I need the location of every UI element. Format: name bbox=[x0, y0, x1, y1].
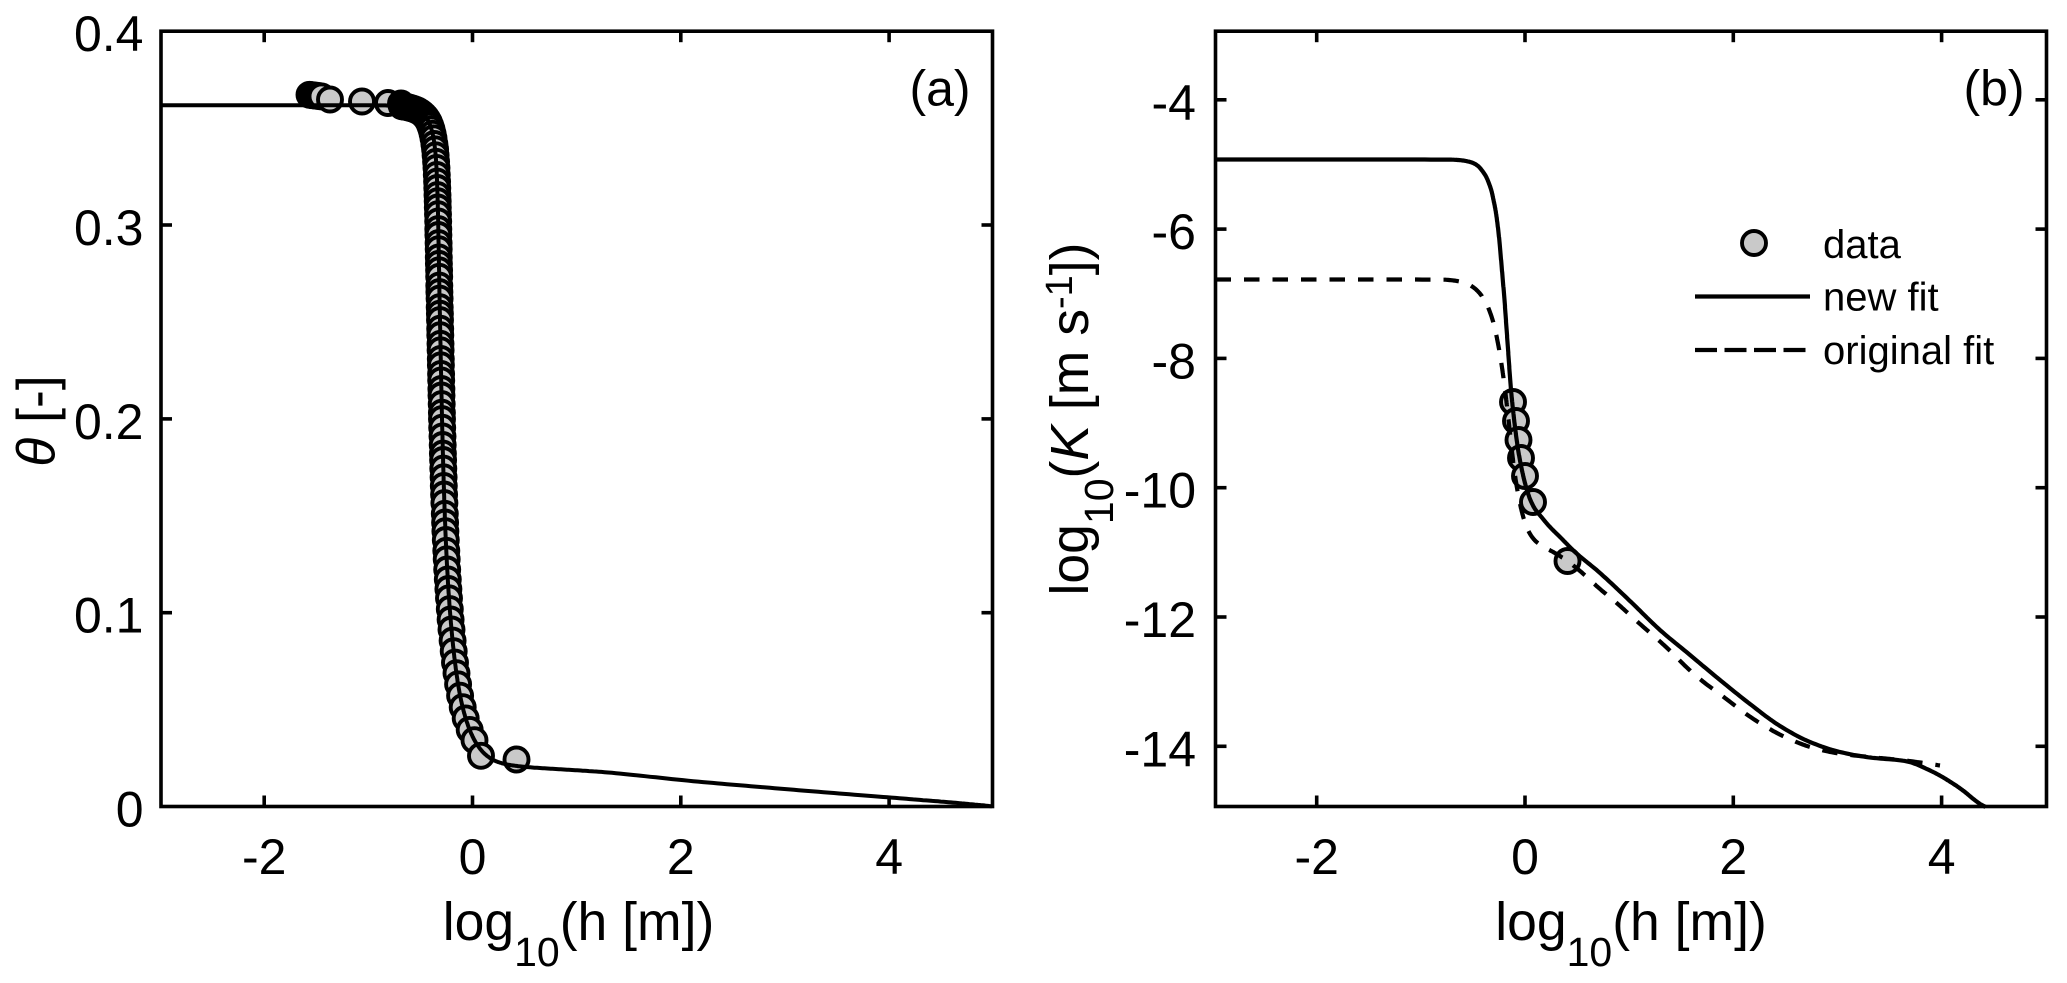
svg-text:0: 0 bbox=[1511, 829, 1539, 885]
svg-text:0.1: 0.1 bbox=[74, 588, 144, 644]
svg-text:2: 2 bbox=[1719, 829, 1747, 885]
svg-text:-12: -12 bbox=[1124, 592, 1196, 648]
svg-text:data: data bbox=[1823, 223, 1902, 267]
svg-text:original fit: original fit bbox=[1823, 329, 1994, 373]
svg-text:new fit: new fit bbox=[1823, 276, 1939, 320]
svg-text:-8: -8 bbox=[1152, 333, 1196, 389]
svg-text:2: 2 bbox=[667, 829, 695, 885]
svg-text:0.2: 0.2 bbox=[74, 394, 144, 450]
svg-text:-2: -2 bbox=[242, 829, 286, 885]
svg-text:0: 0 bbox=[459, 829, 487, 885]
svg-text:4: 4 bbox=[1928, 829, 1956, 885]
svg-text:4: 4 bbox=[875, 829, 903, 885]
svg-text:0: 0 bbox=[116, 782, 144, 838]
svg-text:(a): (a) bbox=[909, 60, 970, 116]
svg-text:-6: -6 bbox=[1152, 204, 1196, 260]
svg-text:θ [-]: θ [-] bbox=[8, 375, 67, 466]
svg-text:-14: -14 bbox=[1124, 721, 1196, 777]
svg-text:(b): (b) bbox=[1963, 60, 2024, 116]
svg-text:0.3: 0.3 bbox=[74, 200, 144, 256]
svg-text:-4: -4 bbox=[1152, 75, 1196, 131]
svg-text:-10: -10 bbox=[1124, 463, 1196, 519]
svg-text:0.4: 0.4 bbox=[74, 6, 144, 62]
svg-text:-2: -2 bbox=[1294, 829, 1338, 885]
